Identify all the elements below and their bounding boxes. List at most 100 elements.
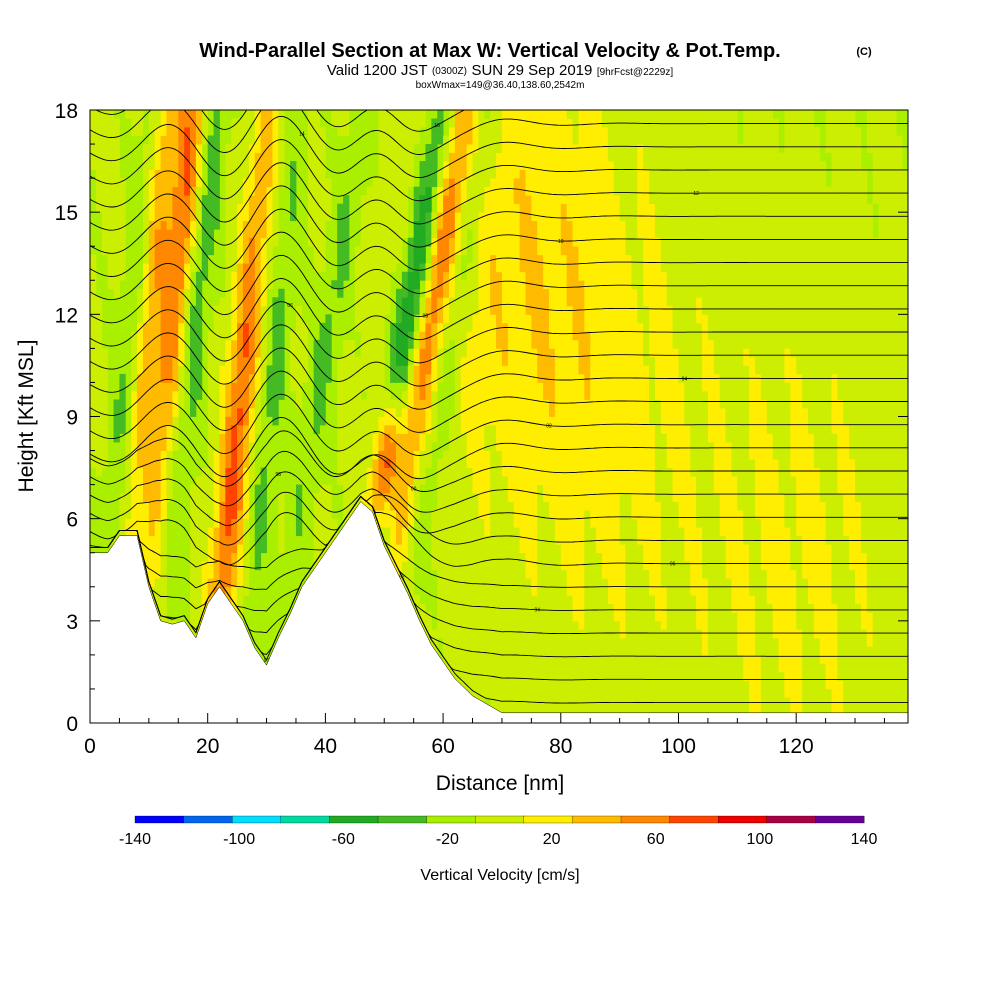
w-cell	[501, 450, 509, 460]
w-cell	[460, 169, 468, 179]
w-cell	[254, 178, 262, 188]
w-cell	[472, 271, 479, 281]
w-cell	[490, 407, 497, 417]
w-cell	[560, 203, 568, 213]
w-cell	[472, 297, 479, 307]
w-cell	[601, 688, 609, 698]
w-cell	[572, 195, 579, 205]
w-cell	[578, 680, 585, 690]
w-cell	[166, 314, 173, 324]
w-cell	[207, 569, 214, 579]
w-cell	[513, 663, 520, 673]
w-cell	[607, 246, 615, 256]
w-cell	[537, 586, 544, 596]
w-cell	[490, 518, 497, 528]
w-cell	[590, 671, 597, 681]
w-cell	[601, 433, 609, 443]
w-cell	[131, 493, 138, 503]
w-cell	[260, 212, 267, 222]
w-cell	[448, 612, 456, 622]
w-cell	[507, 203, 515, 213]
w-cell	[413, 373, 420, 383]
w-cell	[172, 314, 179, 324]
w-cell	[378, 518, 385, 528]
w-cell	[213, 356, 220, 366]
w-cell	[543, 527, 550, 537]
w-cell	[466, 339, 473, 349]
w-cell	[513, 705, 520, 715]
w-cell	[243, 254, 250, 264]
w-cell	[484, 135, 491, 145]
w-cell	[454, 161, 462, 170]
w-cell	[566, 212, 573, 222]
w-cell	[243, 203, 250, 213]
w-cell	[519, 271, 526, 281]
w-cell	[266, 152, 273, 162]
forecast-info: [9hrFcst@2229z]	[597, 67, 674, 78]
w-cell	[507, 229, 515, 239]
w-cell	[231, 595, 238, 605]
w-cell	[601, 680, 609, 690]
w-cell	[378, 144, 385, 153]
w-cell	[437, 603, 444, 613]
w-cell	[560, 654, 568, 664]
w-cell	[142, 220, 150, 230]
w-cell	[454, 203, 462, 213]
w-cell	[343, 510, 350, 520]
w-cell	[248, 433, 256, 443]
w-cell	[448, 203, 456, 213]
w-cell	[190, 229, 197, 239]
w-cell	[525, 407, 532, 417]
w-cell	[507, 705, 515, 715]
w-cell	[195, 271, 203, 281]
w-cell	[543, 254, 550, 264]
w-cell	[484, 425, 491, 434]
w-cell	[325, 484, 332, 494]
w-cell	[378, 356, 385, 366]
w-cell	[448, 654, 456, 664]
w-cell	[460, 220, 468, 230]
w-cell	[366, 195, 373, 205]
w-cell	[231, 195, 238, 205]
w-cell	[401, 271, 409, 281]
w-cell	[213, 467, 220, 477]
w-cell	[172, 229, 179, 239]
w-cell	[596, 527, 603, 537]
w-cell	[225, 161, 232, 170]
w-cell	[431, 399, 438, 409]
w-cell	[572, 407, 579, 417]
w-cell	[207, 433, 214, 443]
w-cell	[601, 365, 609, 375]
w-cell	[543, 484, 550, 494]
w-cell	[619, 671, 626, 681]
w-cell	[478, 629, 485, 639]
w-cell	[554, 637, 562, 647]
w-cell	[501, 195, 509, 205]
w-cell	[260, 322, 267, 332]
w-cell	[543, 552, 550, 562]
w-cell	[142, 246, 150, 256]
w-cell	[466, 390, 473, 400]
w-cell	[396, 305, 403, 315]
w-cell	[295, 339, 303, 349]
w-cell	[207, 382, 214, 392]
w-cell	[207, 246, 214, 256]
w-cell	[554, 382, 562, 392]
w-cell	[378, 331, 385, 341]
w-cell	[219, 433, 226, 443]
w-cell	[431, 518, 438, 528]
w-cell	[401, 535, 409, 545]
w-cell	[519, 186, 526, 196]
w-cell	[148, 161, 156, 170]
w-cell	[107, 135, 114, 145]
w-cell	[501, 297, 509, 307]
w-cell	[325, 331, 332, 341]
w-cell	[119, 212, 126, 222]
w-cell	[496, 671, 503, 681]
w-cell	[160, 501, 167, 511]
w-cell	[460, 467, 468, 477]
w-cell	[254, 280, 262, 290]
w-cell	[190, 305, 197, 315]
w-cell	[537, 484, 544, 494]
w-cell	[195, 331, 203, 341]
